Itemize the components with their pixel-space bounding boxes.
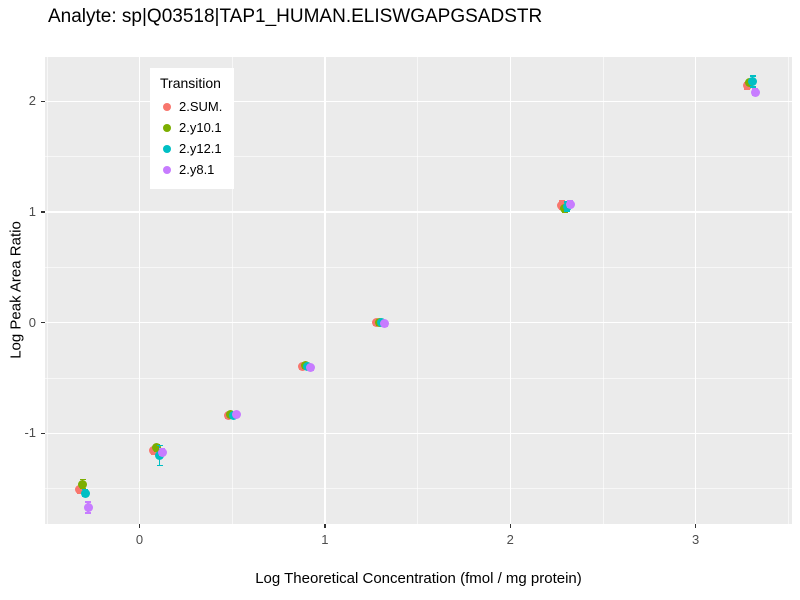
- data-point: [750, 87, 760, 97]
- legend-label: 2.y8.1: [179, 162, 215, 177]
- data-point: [80, 488, 90, 498]
- gridline-minor: [787, 57, 789, 524]
- y-tick-label: 1: [28, 203, 36, 219]
- error-bar-cap: [749, 86, 756, 88]
- legend-entry: 2.y8.1: [160, 159, 222, 180]
- legend-entry: 2.SUM.: [160, 96, 222, 117]
- gridline-minor: [417, 57, 419, 524]
- y-tick-mark: [41, 211, 45, 213]
- error-bar-cap: [749, 75, 756, 77]
- gridline-major: [138, 57, 141, 524]
- y-tick-label: -1: [24, 425, 36, 441]
- gridline-minor: [46, 57, 48, 524]
- y-tick-mark: [41, 100, 45, 102]
- gridline-major: [694, 57, 697, 524]
- legend-title: Transition: [160, 75, 221, 91]
- legend-label: 2.y10.1: [179, 120, 222, 135]
- y-tick-mark: [41, 432, 45, 434]
- legend-swatch: [163, 144, 171, 153]
- x-tick-mark: [509, 524, 511, 528]
- x-tick-mark: [138, 524, 141, 528]
- data-point: [748, 76, 758, 86]
- y-tick-label: 2: [28, 93, 36, 109]
- plot-panel: Transition 2.SUM. 2.y10.1 2.y12.1 2.y8.1: [45, 57, 792, 524]
- gridline-minor: [231, 57, 233, 524]
- gridline-minor: [45, 266, 792, 268]
- y-tick-mark: [41, 321, 45, 324]
- x-tick-mark: [694, 524, 697, 528]
- chart-title: Analyte: sp|Q03518|TAP1_HUMAN.ELISWGAPGS…: [48, 6, 543, 27]
- x-tick-label: 0: [135, 532, 144, 547]
- x-tick-mark: [324, 524, 326, 528]
- gridline-minor: [45, 488, 792, 490]
- gridline-minor: [602, 57, 604, 524]
- error-bar-cap: [156, 464, 163, 467]
- gridline-major: [324, 57, 326, 524]
- error-bar-cap: [85, 501, 92, 503]
- legend-entry: 2.y10.1: [160, 117, 222, 138]
- legend-entry: 2.y12.1: [160, 138, 222, 159]
- x-axis-label: Log Theoretical Concentration (fmol / mg…: [255, 570, 582, 587]
- legend-swatch: [163, 165, 171, 174]
- data-point: [83, 502, 93, 512]
- gridline-minor: [45, 156, 792, 158]
- gridline-major: [45, 211, 792, 213]
- legend-swatch: [163, 123, 171, 132]
- data-point: [78, 479, 88, 489]
- legend: Transition 2.SUM. 2.y10.1 2.y12.1 2.y8.1: [150, 68, 235, 189]
- gridline-major: [45, 432, 792, 434]
- data-point: [380, 319, 390, 329]
- legend-label: 2.SUM.: [179, 99, 223, 114]
- gridline-minor: [45, 377, 792, 379]
- data-point: [157, 447, 167, 457]
- x-tick-label: 3: [691, 532, 700, 547]
- data-point: [565, 199, 575, 209]
- gridline-major: [45, 100, 792, 102]
- x-tick-label: 1: [321, 532, 329, 547]
- y-axis-label: Log Peak Area Ratio: [7, 221, 25, 359]
- data-point: [306, 363, 316, 373]
- x-tick-label: 2: [506, 532, 514, 547]
- error-bar-cap: [156, 444, 163, 447]
- gridline-major: [45, 321, 792, 324]
- data-point: [75, 485, 85, 495]
- legend-swatch: [163, 102, 171, 111]
- data-point: [231, 409, 241, 419]
- error-bar-cap: [85, 512, 92, 514]
- gridline-major: [509, 57, 511, 524]
- legend-label: 2.y12.1: [179, 141, 222, 156]
- data-point: [152, 443, 162, 453]
- y-tick-label: 0: [28, 314, 36, 330]
